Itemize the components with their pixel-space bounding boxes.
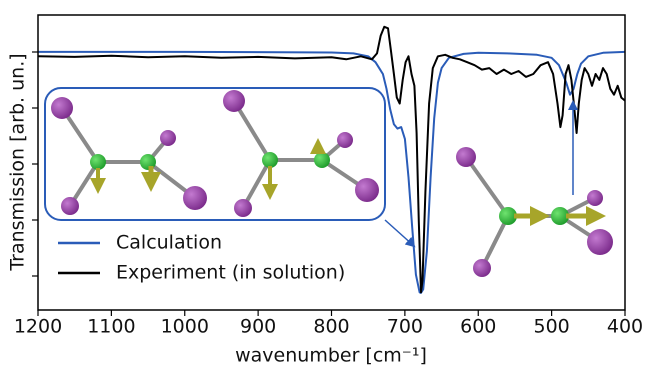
x-tick-label: 400 <box>607 316 643 338</box>
pointer-arrow <box>385 220 414 246</box>
y-axis-label: Transmission [arb. un.] <box>7 53 29 271</box>
x-tick-label: 1000 <box>161 316 209 338</box>
molecule <box>223 90 379 217</box>
x-axis-label: wavenumber [cm⁻¹] <box>235 345 427 367</box>
x-tick-label: 600 <box>460 316 496 338</box>
legend-label: Experiment (in solution) <box>116 262 345 284</box>
x-tick-label: 1200 <box>14 316 62 338</box>
x-tick-label: 700 <box>387 316 423 338</box>
molecule <box>456 147 613 277</box>
legend-label: Calculation <box>116 232 222 254</box>
x-tick-label: 500 <box>533 316 569 338</box>
inset-box <box>45 88 385 220</box>
molecule <box>51 97 207 215</box>
chart: wavenumber [cm⁻¹] Transmission [arb. un.… <box>0 0 646 372</box>
x-tick-label: 1100 <box>87 316 135 338</box>
x-tick-label: 900 <box>240 316 276 338</box>
x-tick-label: 800 <box>313 316 349 338</box>
